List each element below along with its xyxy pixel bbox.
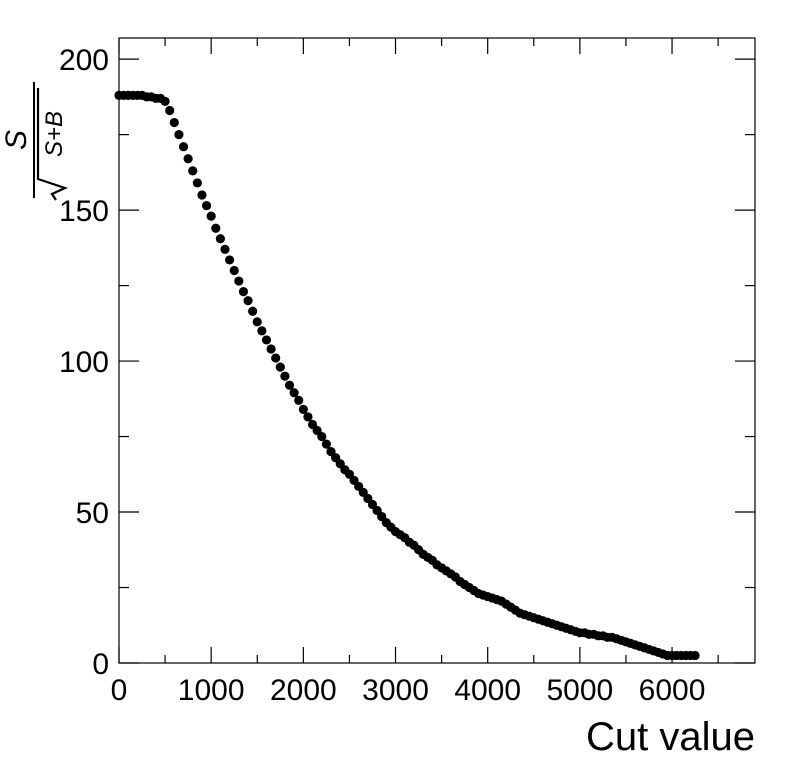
data-point bbox=[266, 344, 276, 354]
y-axis-label-denominator: S+B bbox=[41, 111, 68, 157]
data-point bbox=[238, 287, 249, 297]
tick-labels: 0 1000 2000 3000 4000 5000 6000 0 50 100 150 200 bbox=[59, 44, 705, 707]
data-point bbox=[178, 142, 189, 152]
y-axis-label: S S+B bbox=[0, 82, 68, 201]
data-point bbox=[303, 412, 313, 422]
data-point bbox=[289, 388, 299, 398]
sqrt-sign-icon bbox=[36, 88, 68, 201]
data-point bbox=[192, 178, 202, 188]
data-point bbox=[234, 276, 244, 286]
data-point bbox=[225, 255, 235, 265]
data-point bbox=[229, 265, 239, 276]
data-point bbox=[690, 650, 700, 661]
y-tick-label: 150 bbox=[59, 195, 109, 228]
data-point bbox=[284, 380, 295, 390]
x-tick-label: 2000 bbox=[270, 674, 337, 707]
x-tick-label: 5000 bbox=[546, 674, 613, 707]
data-points bbox=[114, 90, 700, 661]
data-point bbox=[261, 335, 272, 345]
x-tick-label: 6000 bbox=[639, 674, 706, 707]
data-point bbox=[243, 296, 253, 306]
data-point bbox=[188, 166, 198, 176]
data-point bbox=[271, 353, 281, 363]
plot-frame bbox=[118, 37, 756, 664]
data-point bbox=[215, 234, 225, 244]
data-point bbox=[201, 200, 212, 211]
y-axis-label-numerator: S bbox=[0, 130, 33, 150]
data-point bbox=[321, 439, 331, 449]
x-tick-label: 3000 bbox=[362, 674, 429, 707]
x-tick-label: 1000 bbox=[178, 674, 245, 707]
axis-ticks bbox=[118, 38, 755, 664]
data-point bbox=[160, 96, 170, 107]
y-tick-label: 200 bbox=[59, 44, 109, 77]
data-point bbox=[197, 190, 207, 200]
data-point bbox=[257, 326, 267, 336]
data-point bbox=[220, 244, 230, 254]
y-tick-label: 0 bbox=[92, 648, 109, 681]
data-point bbox=[174, 130, 184, 140]
data-point bbox=[252, 317, 262, 327]
y-tick-label: 50 bbox=[76, 497, 109, 530]
data-point bbox=[165, 105, 175, 116]
data-point bbox=[206, 211, 216, 221]
data-point bbox=[211, 223, 221, 233]
data-point bbox=[317, 431, 327, 442]
x-tick-label: 4000 bbox=[454, 674, 521, 707]
data-point bbox=[169, 117, 179, 128]
x-axis-label: Cut value bbox=[586, 715, 755, 759]
data-point bbox=[275, 362, 285, 372]
data-point bbox=[280, 371, 290, 381]
x-tick-label: 0 bbox=[111, 674, 128, 707]
data-point bbox=[183, 154, 193, 164]
y-tick-label: 100 bbox=[59, 346, 109, 379]
data-point bbox=[298, 404, 308, 414]
data-point bbox=[294, 395, 304, 405]
data-point bbox=[248, 306, 258, 316]
